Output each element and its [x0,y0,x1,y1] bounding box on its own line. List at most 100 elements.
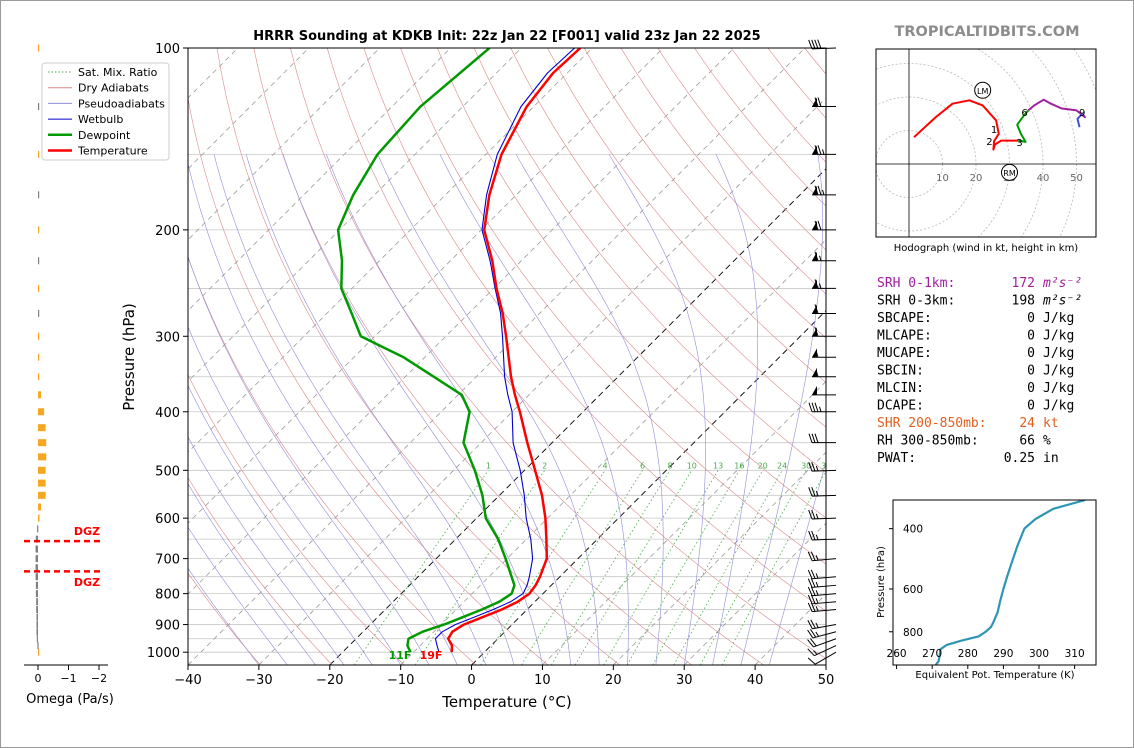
dry-adiabat-line [216,48,621,665]
wind-barb [807,586,837,597]
surface-dewpoint-label: 11F [389,649,412,662]
mixing-ratio-label: 24 [777,461,787,470]
wind-barb [808,509,837,520]
index-value: 0 [1027,364,1035,379]
dgz-label-bottom: DGZ [74,576,100,589]
storm-motion-label: RM [1003,169,1016,178]
storm-motion-label: LM [977,87,988,96]
barb-full [807,620,813,629]
hodograph-tick-label: 10 [936,173,949,184]
theta-e-y-tick-label: 800 [903,627,923,639]
barb-full [807,586,813,596]
mixing-ratio-label: 2 [542,461,547,470]
barb-full [811,433,816,443]
y-tick-label: 900 [155,619,180,634]
isotherm-line [188,48,664,524]
barb-shaft [812,584,837,588]
barb-full [814,39,819,49]
barb-half [822,189,825,195]
omega-bar-downward [35,581,38,589]
barb-half [819,255,822,261]
omega-bar-downward [37,525,39,533]
barb-full [807,551,813,561]
hodograph-height-label: 2 [986,137,992,148]
index-label: PWAT: [877,451,916,466]
index-value: 0 [1027,329,1035,344]
barb-full [809,638,817,647]
x-tick-label: −20 [316,673,343,688]
mixing-ratio-line [414,470,546,665]
mixing-ratio-line [626,470,740,665]
legend-item-label: Sat. Mix. Ratio [78,66,158,79]
mixing-ratio-line [521,470,643,665]
legend: Sat. Mix. Ratio Dry Adiabats Pseudoadiabat… [41,62,170,161]
y-tick-label: 800 [155,588,180,603]
hodograph-caption: Hodograph (wind in kt, height in km) [894,243,1079,254]
isotherm-line [471,309,826,665]
index-value: 66 [1019,434,1035,449]
pseudoadiabat-line [439,154,629,665]
x-tick-label: −40 [174,673,201,688]
index-label: MLCAPE: [877,329,932,344]
mixing-ratio-label: 10 [687,461,697,470]
mixing-ratio-label: 20 [758,461,768,470]
pseudoadiabat-line [769,460,826,665]
mixing-ratio-label: 6 [640,461,645,470]
barb-half [819,283,822,289]
omega-tick-label: −1 [60,672,76,685]
mixing-ratio-label: 4 [603,461,608,470]
y-tick-label: 300 [155,330,180,345]
theta-e-y-tick-label: 600 [903,584,923,596]
barb-flag [812,385,817,395]
barb-full [808,509,813,520]
index-value: 0.25 [1004,451,1035,466]
pseudoadiabat-line [188,255,430,665]
wind-barb [807,628,837,639]
index-unit: J/kg [1043,364,1074,379]
pseudoadiabat-line [188,436,345,665]
omega-bar-upward [38,466,46,474]
index-unit: J/kg [1043,346,1074,361]
barb-full [810,551,816,561]
dry-adiabat-line [400,48,826,565]
dry-adiabat-line [188,256,477,665]
barb-full [810,602,816,612]
barb-full [814,433,819,443]
barb-half [816,352,819,358]
index-unit: m²s⁻² [1042,294,1082,309]
legend-box [41,62,170,161]
barb-half [822,149,825,155]
index-value: 24 [1019,416,1035,431]
barb-half [815,590,819,596]
legend-item-label: Pseudoadiabats [78,97,165,110]
wind-barb [808,433,836,444]
x-tick-label: 10 [534,673,551,688]
index-value: 198 [1012,294,1035,309]
omega-bar-downward [38,257,40,265]
mixing-ratio-line [550,470,671,665]
skewt-profiles [336,48,582,653]
barb-shaft [812,558,837,562]
barb-shaft [812,624,837,630]
y-tick-label: 500 [155,464,180,479]
pseudoadiabat-line [377,154,600,665]
pseudoadiabat-line [188,162,458,665]
index-value: 172 [1012,276,1035,291]
barb-full [817,39,822,49]
mixing-ratio-line [353,470,489,665]
dry-adiabat-line [437,48,826,519]
barb-full [811,461,816,472]
wind-barb [807,569,837,580]
skewt-ylabel: Pressure (hPa) [120,303,138,411]
pseudoadiabat-line [188,483,316,665]
index-value: 0 [1027,399,1035,414]
wind-barb [812,304,836,314]
hodograph-segment [1016,109,1030,143]
barb-shaft [812,576,837,580]
hodograph-labels: 102030405012369LMRM [936,81,1085,184]
barb-full [808,39,813,50]
omega-bar-downward [35,564,38,572]
omega-bar-downward [35,535,38,543]
index-label: SBCAPE: [877,311,932,326]
